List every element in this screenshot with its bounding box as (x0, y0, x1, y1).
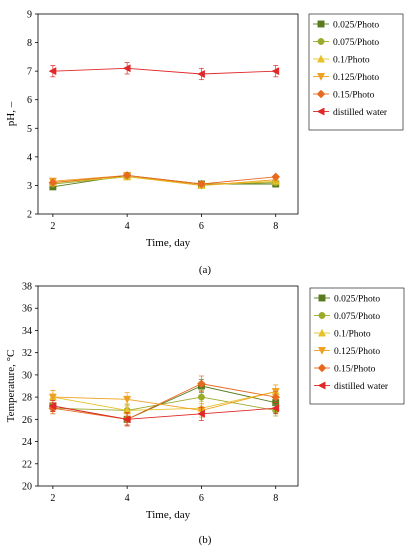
data-point (271, 172, 281, 182)
legend-marker (317, 38, 325, 45)
data-point (271, 67, 280, 76)
legend-label: 0.1/Photo (334, 330, 371, 340)
y-tick-label: 6 (27, 95, 32, 106)
data-point (197, 179, 206, 189)
legend-marker (318, 294, 326, 302)
legend-marker (318, 312, 326, 319)
legend-marker (316, 73, 326, 81)
y-tick-label: 32 (22, 348, 32, 359)
y-tick-label: 8 (27, 38, 32, 49)
y-tick-label: 20 (22, 482, 32, 493)
y-tick-label: 34 (22, 326, 32, 337)
y-tick-label: 9 (27, 10, 32, 21)
series-line (52, 396, 276, 411)
data-point (122, 415, 131, 424)
series-line (52, 391, 276, 411)
y-tick-label: 5 (27, 124, 32, 135)
legend-label: 0.075/Photo (334, 312, 380, 322)
legend-marker (317, 381, 326, 390)
legend-label: 0.15/Photo (334, 365, 376, 375)
series-line (52, 383, 276, 420)
data-point (122, 171, 132, 180)
legend-marker (316, 107, 325, 116)
series-line (52, 174, 276, 186)
legend-marker (316, 89, 326, 99)
series-line (52, 405, 276, 420)
y-axis-label: Temperature, °C (5, 350, 17, 423)
x-axis-label: Time, day (146, 509, 191, 521)
legend-label: 0.025/Photo (334, 295, 380, 305)
plot-area-frame (37, 285, 299, 487)
series-line (52, 391, 276, 411)
data-point (197, 379, 206, 389)
y-tick-label: 2 (27, 210, 32, 221)
data-point (197, 409, 205, 418)
series-line (52, 176, 276, 186)
panel-label: (b) (199, 534, 212, 546)
legend: 0.025/Photo 0.075/Photo 0.1/Photo 0.125/Pho… (313, 20, 388, 118)
y-tick-label: 3 (27, 181, 32, 192)
legend-marker (317, 347, 327, 355)
panel-label: (a) (199, 264, 212, 276)
data-point (48, 393, 57, 402)
series-line (52, 174, 276, 185)
y-tick-label: 22 (22, 459, 32, 470)
x-tick-label: 2 (50, 493, 55, 504)
legend-label: 0.1/Photo (333, 56, 370, 66)
legend-marker (317, 20, 325, 28)
y-tick-label: 26 (22, 415, 32, 426)
data-point (48, 178, 58, 187)
series-line (52, 67, 276, 75)
data-point (48, 67, 57, 76)
legend-box (308, 13, 404, 131)
y-tick-label: 7 (27, 67, 32, 78)
legend-label: 0.025/Photo (333, 21, 379, 31)
y-tick-label: 30 (22, 370, 32, 381)
legend: 0.025/Photo 0.075/Photo 0.1/Photo 0.125/Pho… (314, 294, 389, 392)
plot-area-frame (37, 13, 299, 215)
data-point (271, 392, 281, 402)
y-tick-label: 38 (22, 282, 32, 293)
legend-marker (317, 363, 327, 373)
chart-panel-a: 2 3 4 5 6 7 8 9 2 4 6 8 Time, day pH, – (a) 0.025/P… (5, 10, 404, 276)
legend-label: distilled water (334, 382, 389, 392)
y-axis-label: pH, – (5, 101, 17, 126)
data-point (122, 64, 131, 73)
x-tick-label: 4 (125, 221, 130, 232)
x-tick-label: 2 (50, 221, 55, 232)
chart-marks: 2 3 4 5 6 7 8 9 2 4 6 8 (27, 10, 281, 232)
y-tick-label: 36 (22, 304, 32, 315)
legend-label: 0.125/Photo (333, 73, 379, 83)
legend-marker (316, 54, 326, 63)
legend-label: 0.075/Photo (333, 38, 379, 48)
legend-label: distilled water (333, 108, 388, 118)
y-tick-label: 4 (27, 152, 32, 163)
legend-box (309, 287, 405, 405)
data-point (271, 404, 280, 413)
x-tick-label: 6 (199, 493, 204, 504)
y-tick-label: 28 (22, 393, 32, 404)
x-tick-label: 6 (199, 221, 204, 232)
x-tick-label: 8 (273, 221, 278, 232)
data-point (48, 401, 57, 411)
x-tick-label: 8 (273, 493, 278, 504)
data-point (197, 393, 205, 401)
legend-label: 0.15/Photo (333, 91, 375, 101)
x-axis-label: Time, day (146, 237, 191, 249)
x-tick-label: 4 (125, 493, 130, 504)
y-tick-label: 24 (22, 437, 32, 448)
legend-label: 0.125/Photo (334, 347, 380, 357)
data-point (197, 69, 205, 79)
legend-marker (317, 328, 327, 337)
data-point (123, 395, 132, 404)
